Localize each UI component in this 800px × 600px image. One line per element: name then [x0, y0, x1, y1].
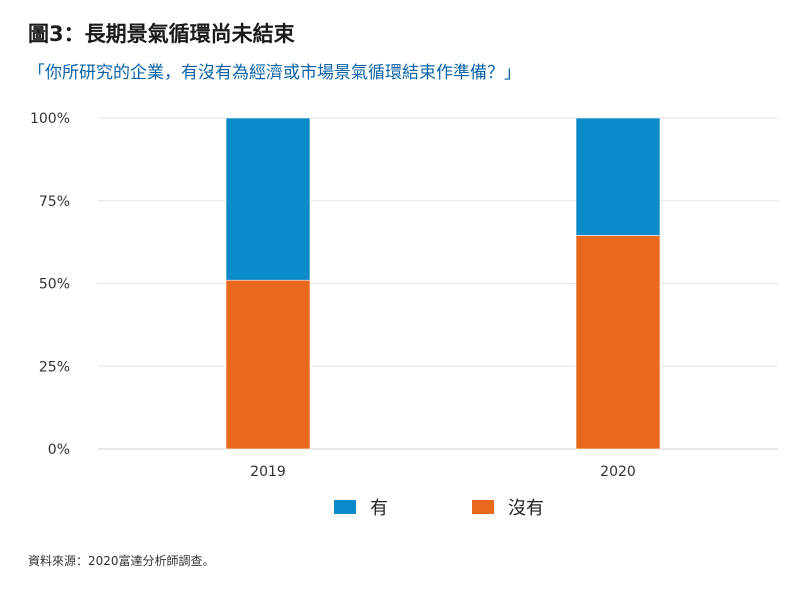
source-note: 資料來源：2020富達分析師調查。 — [28, 554, 215, 568]
bar-segment — [575, 117, 661, 236]
y-tick-label: 25% — [39, 359, 70, 375]
legend-label-yes: 有 — [370, 498, 388, 519]
legend-item-yes: 有 — [334, 494, 388, 520]
bar-segment — [225, 117, 311, 281]
y-tick-label: 50% — [39, 277, 70, 293]
y-tick-label: 0% — [48, 442, 70, 458]
legend-swatch-no — [472, 500, 494, 514]
legend-swatch-yes — [334, 500, 356, 514]
chart-subtitle: 「你所研究的企業，有沒有為經濟或市場景氣循環結束作準備？」 — [28, 63, 521, 83]
x-tick-label: 2019 — [250, 464, 286, 480]
y-tick-label: 75% — [39, 194, 70, 210]
legend-item-no: 沒有 — [472, 494, 544, 520]
bar-segment — [575, 235, 661, 450]
y-tick-label: 100% — [30, 111, 70, 127]
chart-title: 圖3：長期景氣循環尚未結束 — [28, 22, 295, 46]
chart-legend: 有 沒有 — [0, 494, 800, 520]
bar-segment — [225, 279, 311, 450]
x-tick-label: 2020 — [600, 464, 636, 480]
legend-label-no: 沒有 — [508, 498, 544, 519]
